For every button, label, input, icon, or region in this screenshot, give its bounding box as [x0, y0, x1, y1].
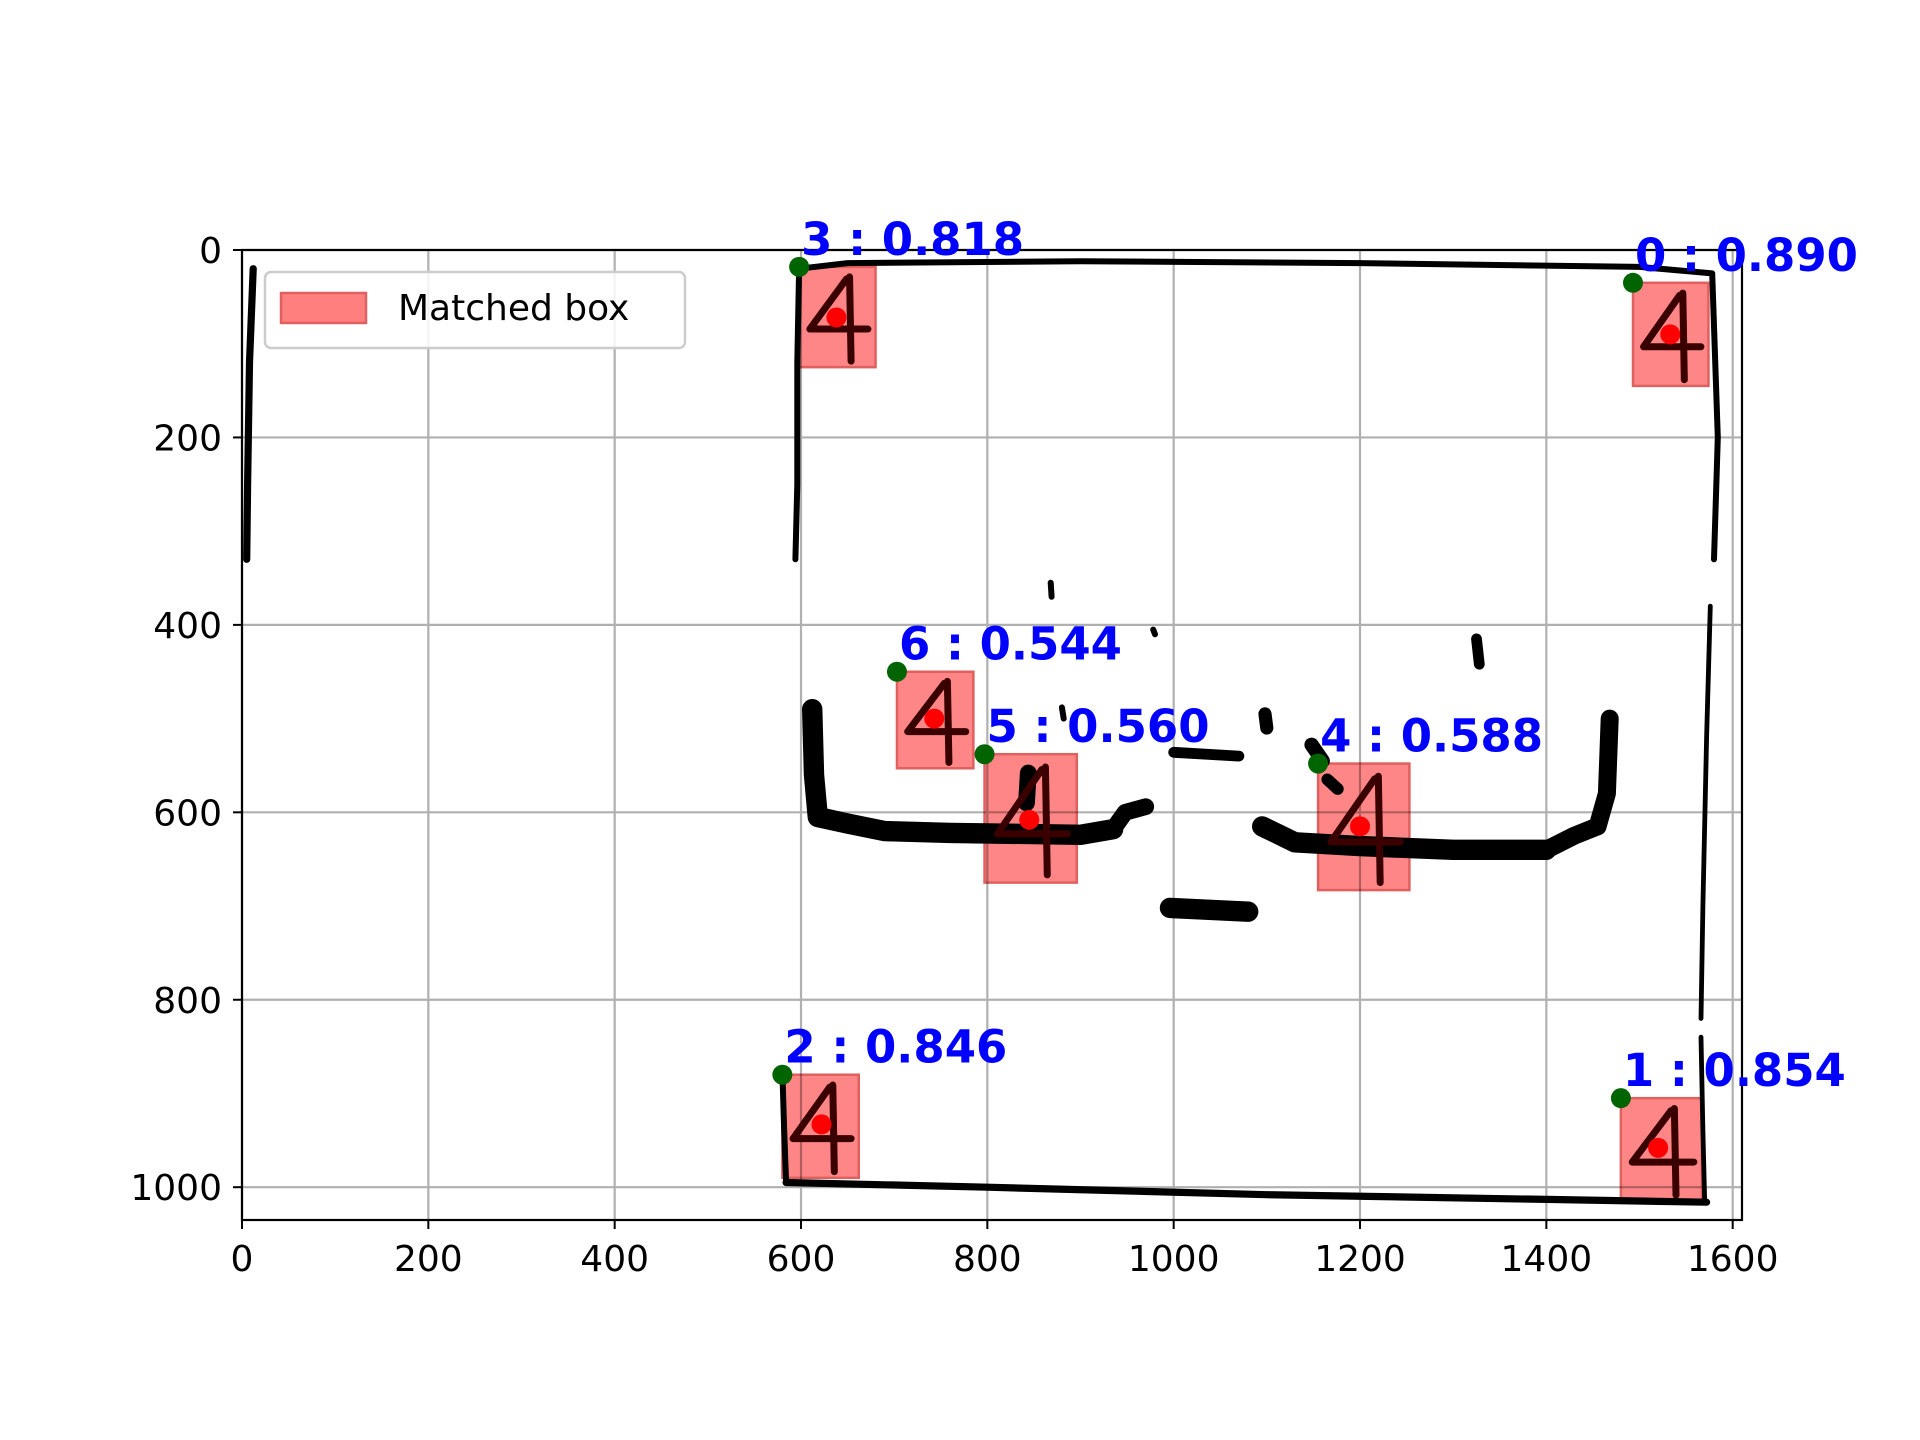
x-tick-label-1200: 1200	[1314, 1239, 1406, 1280]
y-tick-label-1000: 1000	[130, 1168, 222, 1209]
match-center-point-2	[811, 1114, 832, 1135]
ink-stroke-13	[1159, 897, 1259, 922]
x-tick-label-200: 200	[394, 1239, 463, 1280]
match-center-point-0	[1660, 324, 1681, 345]
ink-stroke-4	[1698, 603, 1713, 1021]
match-labels: 0 : 0.890 1 : 0.854 2 : 0.846 3 : 0.818 4 : …	[784, 213, 1858, 1097]
ink-stroke-20	[1047, 579, 1055, 600]
match-corner-point-2	[772, 1064, 793, 1085]
y-tick-label-200: 200	[153, 418, 222, 459]
match-center-point-4	[1350, 816, 1371, 837]
x-tick-label-1600: 1600	[1687, 1239, 1779, 1280]
match-label-6: 6 : 0.544	[899, 618, 1122, 671]
x-tick-label-600: 600	[767, 1239, 836, 1280]
y-tick-label-400: 400	[153, 606, 222, 647]
ink-stroke-21	[1058, 704, 1067, 722]
match-center-point-1	[1648, 1137, 1669, 1158]
match-center-point-6	[924, 708, 945, 729]
x-tick-label-800: 800	[953, 1239, 1022, 1280]
y-tick-label-0: 0	[199, 231, 222, 272]
ink-stroke-15	[1258, 707, 1274, 735]
legend-label-matched-box: Matched box	[398, 288, 629, 329]
plot-frame	[240, 248, 1744, 1222]
ink-stroke-1	[796, 258, 1716, 277]
axes: 0 200 400 600 800 1000 1200 1400 1600 0 200 400 600 8…	[130, 231, 1778, 1280]
y-tick-label-800: 800	[153, 981, 222, 1022]
ink-stroke-16	[1168, 746, 1245, 762]
match-label-1: 1 : 0.854	[1623, 1044, 1846, 1097]
match-center-point-3	[826, 307, 847, 328]
match-corner-point-6	[886, 661, 907, 682]
x-tick-label-0: 0	[231, 1239, 254, 1280]
match-center-point-5	[1019, 809, 1040, 830]
match-corner-point-5	[974, 744, 995, 765]
y-tick-label-600: 600	[153, 793, 222, 834]
match-points	[772, 256, 1681, 1158]
ink-stroke-9	[1104, 798, 1155, 838]
legend-swatch-matched-box	[279, 291, 368, 325]
match-label-4: 4 : 0.588	[1320, 710, 1543, 763]
match-corner-point-3	[789, 256, 810, 277]
x-tick-label-400: 400	[580, 1239, 649, 1280]
matched-boxes	[781, 265, 1710, 1203]
match-label-0: 0 : 0.890	[1635, 229, 1858, 282]
ink-stroke-12	[1471, 633, 1485, 670]
ink-stroke-19	[1150, 626, 1158, 638]
x-tick-label-1400: 1400	[1501, 1239, 1593, 1280]
ink-stroke-0	[243, 265, 257, 563]
match-corner-point-4	[1308, 753, 1329, 774]
match-label-2: 2 : 0.846	[784, 1021, 1007, 1074]
grid	[240, 248, 1742, 1220]
match-label-5: 5 : 0.560	[987, 700, 1210, 753]
plot-background	[242, 250, 1742, 1220]
match-corner-point-0	[1622, 272, 1643, 293]
ink-stroke-3	[1709, 270, 1721, 563]
legend: Matched box	[263, 270, 687, 350]
legend-frame	[263, 270, 687, 350]
ink-stroke-11	[1537, 709, 1619, 859]
ink-stroke-6	[782, 1178, 1711, 1206]
match-label-3: 3 : 0.818	[801, 213, 1024, 266]
match-corner-point-1	[1610, 1088, 1631, 1109]
x-tick-label-1000: 1000	[1128, 1239, 1220, 1280]
